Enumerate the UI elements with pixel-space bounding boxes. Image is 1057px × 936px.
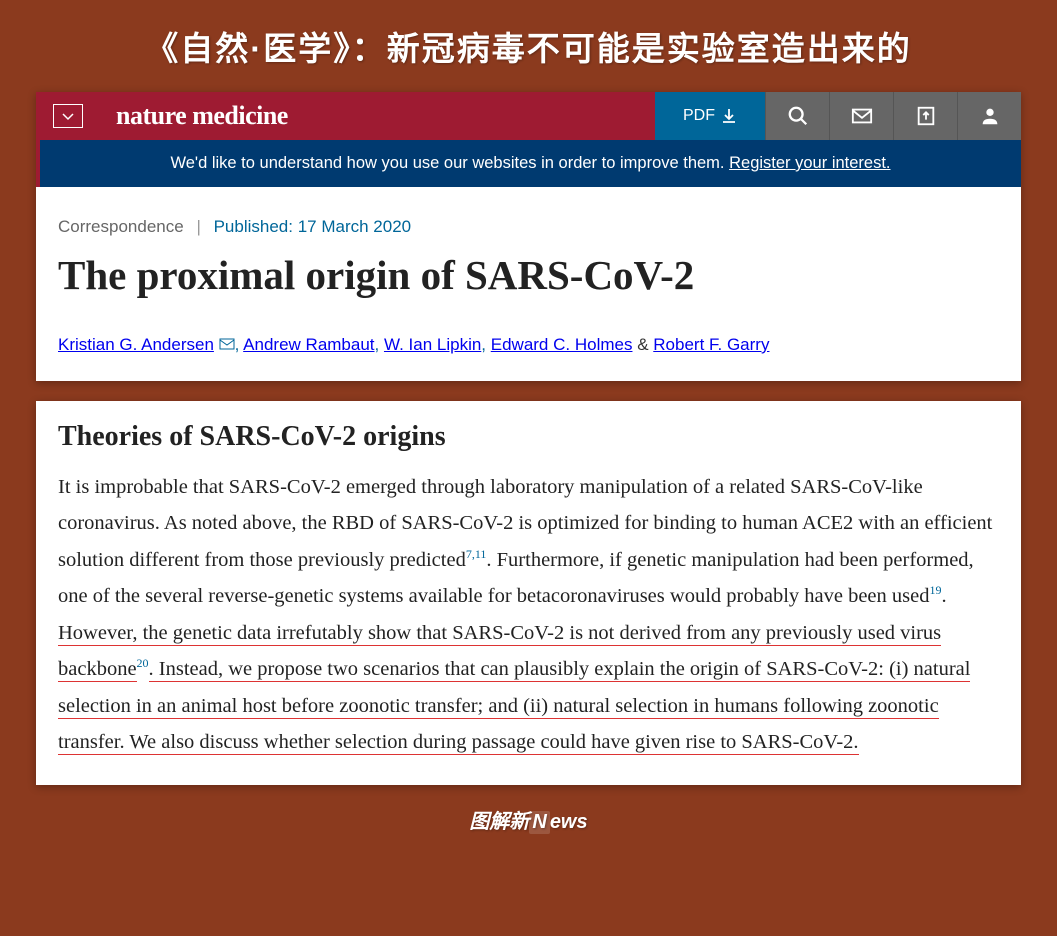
- meta-divider: |: [196, 217, 200, 236]
- highlighted-text: . Instead, we propose two scenarios that…: [58, 658, 970, 755]
- envelope-icon: [851, 105, 873, 127]
- author-link[interactable]: Robert F. Garry: [653, 335, 769, 354]
- navbar: nature medicine PDF: [36, 92, 1021, 140]
- watermark-text: ews: [550, 811, 588, 833]
- headline: 《自然·医学》：新冠病毒不可能是实验室造出来的: [36, 22, 1021, 70]
- banner-text: We'd like to understand how you use our …: [170, 154, 729, 172]
- menu-dropdown-button[interactable]: [36, 92, 100, 140]
- share-button[interactable]: [893, 92, 957, 140]
- cookie-banner: We'd like to understand how you use our …: [36, 140, 1021, 187]
- register-interest-link[interactable]: Register your interest.: [729, 154, 890, 172]
- article-category: Correspondence: [58, 217, 184, 236]
- search-icon: [787, 105, 809, 127]
- author-link[interactable]: Edward C. Holmes: [491, 335, 633, 354]
- reference-sup[interactable]: 19: [929, 584, 941, 598]
- reference-sup[interactable]: 20: [137, 657, 149, 671]
- pdf-label: PDF: [683, 107, 715, 125]
- watermark-text: 图解新: [469, 811, 529, 833]
- watermark-text: N: [529, 811, 549, 834]
- source-watermark: 图解新News: [36, 805, 1021, 834]
- upload-file-icon: [915, 105, 937, 127]
- pdf-download-button[interactable]: PDF: [655, 92, 765, 140]
- person-icon: [979, 105, 1001, 127]
- author-link[interactable]: Kristian G. Andersen: [58, 335, 214, 354]
- reference-sup[interactable]: 7,11: [466, 547, 487, 561]
- article-body-card: Theories of SARS-CoV-2 origins It is imp…: [36, 401, 1021, 785]
- body-paragraph: It is improbable that SARS-CoV-2 emerged…: [58, 469, 999, 761]
- chevron-down-icon: [62, 110, 74, 122]
- author-link[interactable]: W. Ian Lipkin: [384, 335, 481, 354]
- email-button[interactable]: [829, 92, 893, 140]
- brand-logo[interactable]: nature medicine: [100, 92, 655, 140]
- publish-date: Published: 17 March 2020: [214, 217, 412, 236]
- account-button[interactable]: [957, 92, 1021, 140]
- article-header-card: nature medicine PDF We'd like to underst…: [36, 92, 1021, 381]
- body-text-span: .: [941, 585, 946, 607]
- search-button[interactable]: [765, 92, 829, 140]
- download-icon: [721, 108, 737, 124]
- section-heading: Theories of SARS-CoV-2 origins: [58, 421, 999, 453]
- article-title: The proximal origin of SARS-CoV-2: [58, 251, 999, 299]
- article-meta: Correspondence | Published: 17 March 202…: [58, 217, 999, 237]
- envelope-icon: [219, 338, 235, 350]
- authors-list: Kristian G. Andersen , Andrew Rambaut, W…: [58, 335, 999, 355]
- author-link[interactable]: Andrew Rambaut: [243, 335, 374, 354]
